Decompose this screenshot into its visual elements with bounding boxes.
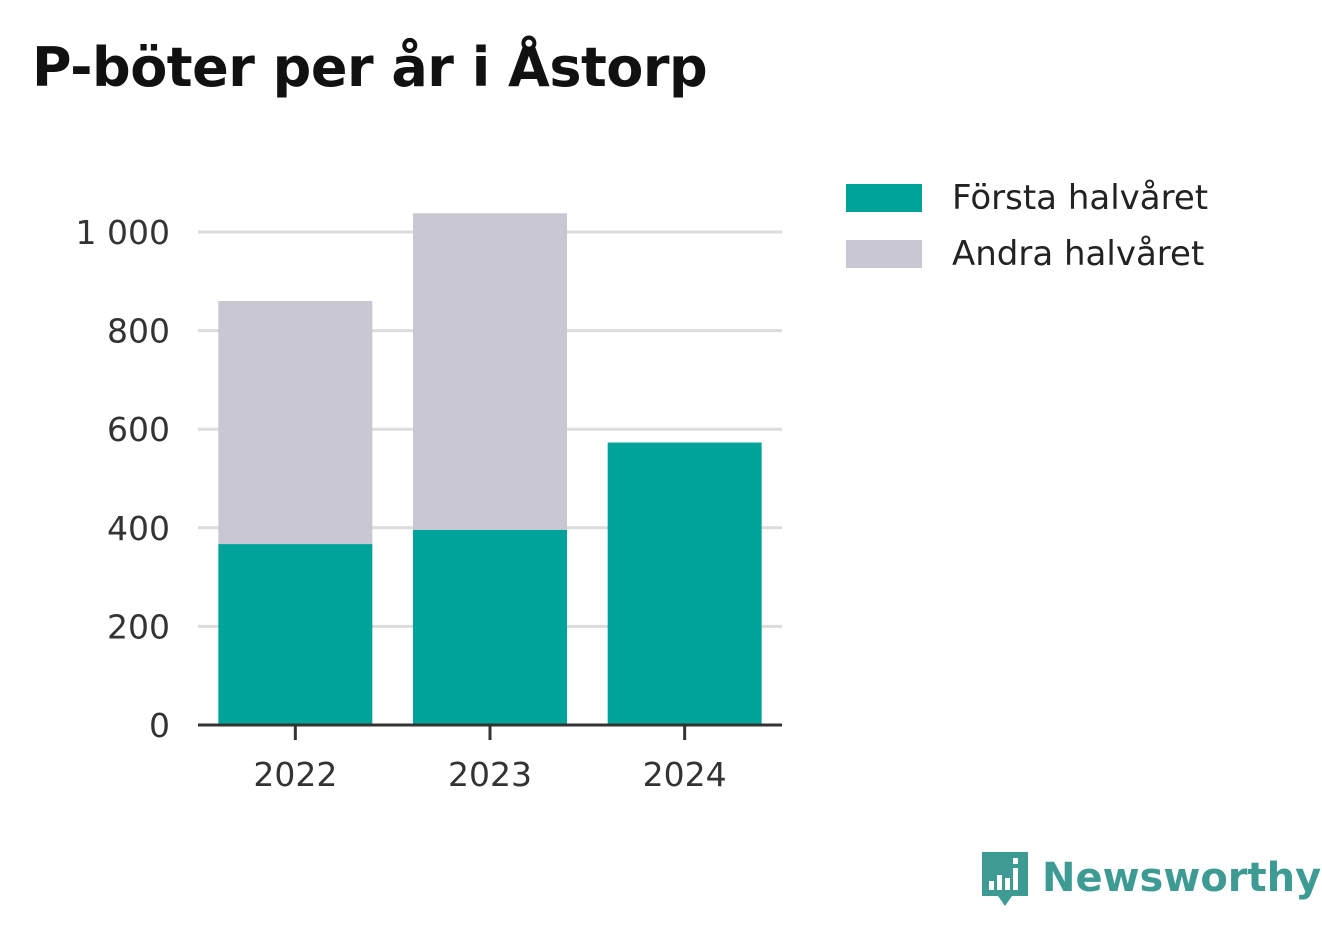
y-tick-label: 1 000 (76, 213, 170, 252)
y-tick-label: 800 (107, 312, 170, 351)
legend-label-first-half: Första halvåret (952, 178, 1209, 218)
y-tick-label: 600 (107, 410, 170, 449)
newsworthy-logo-icon (982, 852, 1028, 906)
x-tick-label: 2023 (448, 755, 532, 794)
bar-2023-first-half (413, 529, 567, 725)
newsworthy-logo: Newsworthy (980, 848, 1321, 908)
x-tick-label: 2022 (253, 755, 337, 794)
legend-swatch-second-half (846, 240, 922, 268)
y-tick-label: 0 (149, 706, 170, 745)
bar-2022-second-half (218, 301, 373, 545)
x-tick-label: 2024 (643, 755, 727, 794)
legend-label-second-half: Andra halvåret (952, 234, 1205, 274)
brand-name: Newsworthy (1042, 855, 1322, 901)
legend-item-second-half: Andra halvåret (846, 226, 1208, 282)
axes: 0 200 400 600 800 1 000 2022 2023 2024 (76, 213, 782, 794)
legend: Första halvåret Andra halvåret (846, 170, 1208, 282)
bar-2022-first-half (218, 544, 373, 725)
legend-item-first-half: Första halvåret (846, 170, 1208, 226)
legend-swatch-first-half (846, 184, 922, 212)
bar-2024-first-half (607, 442, 762, 725)
bar-2023-second-half (413, 213, 567, 530)
y-tick-label: 400 (107, 509, 170, 548)
y-tick-label: 200 (107, 607, 170, 646)
bars (218, 213, 762, 725)
chart-title: P-böter per år i Åstorp (32, 36, 708, 99)
